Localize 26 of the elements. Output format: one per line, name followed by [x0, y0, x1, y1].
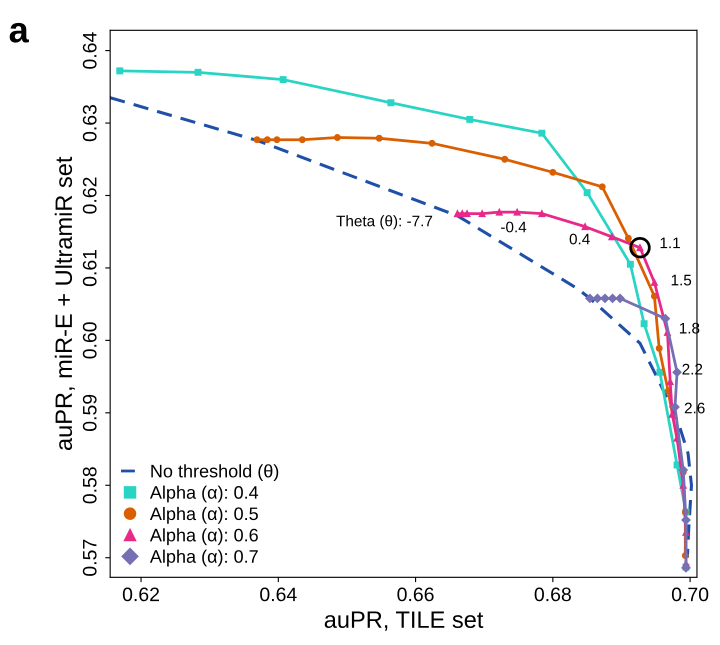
annotation: 1.1: [660, 238, 680, 248]
annotation: -0.4: [501, 222, 526, 232]
legend-label: Alpha (α): 0.6: [150, 528, 258, 546]
legend-label: Alpha (α): 0.4: [150, 486, 258, 502]
legend-label: Alpha (α): 0.7: [150, 550, 258, 566]
y-tick-label: 0.59: [82, 394, 97, 431]
y-tick-label: 0.58: [82, 467, 97, 504]
x-tick-label: 0.70: [672, 588, 708, 602]
y-tick-label: 0.57: [82, 540, 97, 576]
y-tick-label: 0.62: [82, 178, 97, 214]
y-tick-label: 0.64: [82, 32, 97, 69]
y-tick-label: 0.61: [82, 250, 97, 286]
x-tick-label: 0.68: [534, 588, 571, 602]
annotation: 0.4: [570, 234, 590, 244]
annotation: Theta (θ): -7.7: [336, 215, 432, 230]
y-tick-label: 0.60: [82, 322, 97, 359]
annotation: 1.5: [672, 274, 692, 286]
legend-label: Alpha (α): 0.5: [150, 506, 258, 524]
x-tick-label: 0.62: [122, 588, 159, 602]
y-tick-label: 0.63: [82, 104, 97, 142]
chart-title: a: [10, 22, 29, 43]
legend-label: No threshold (θ): [151, 464, 278, 482]
x-tick-label: 0.64: [260, 588, 297, 602]
y-axis-title: auPR, miR-E + UltramiR set: [54, 156, 75, 450]
x-axis-title: auPR, TILE set: [324, 612, 484, 631]
x-tick-label: 0.66: [397, 588, 434, 602]
